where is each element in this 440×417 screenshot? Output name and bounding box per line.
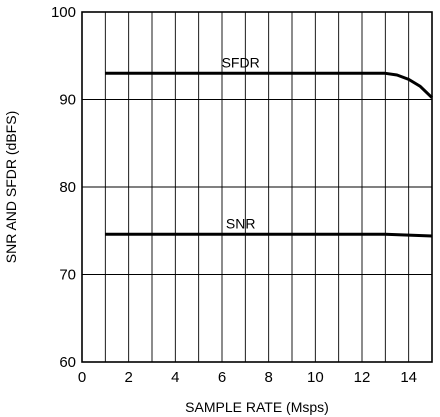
x-tick-label: 4 [171,369,179,386]
y-tick-label: 80 [59,179,76,196]
series-label-snr: SNR [226,215,256,231]
y-axis-title: SNR AND SFDR (dBFS) [3,111,19,263]
x-tick-label: 2 [124,369,132,386]
grid [82,12,432,362]
x-tick-label: 0 [78,369,86,386]
x-tick-label: 8 [264,369,272,386]
x-tick-label: 12 [354,369,371,386]
y-axis-ticks: 60 70 80 90 100 [51,4,76,371]
series-labels: SFDR SNR [222,54,260,231]
y-tick-label: 60 [59,354,76,371]
series-line-sfdr [105,71,434,99]
y-tick-label: 70 [59,267,76,284]
plot-frame [81,11,433,363]
y-tick-label: 100 [51,4,76,21]
series-label-sfdr: SFDR [222,54,260,70]
series-layer [105,71,434,238]
x-axis-title: SAMPLE RATE (Msps) [185,399,329,415]
series-line-snr [105,232,433,238]
x-axis-ticks: 0 2 4 6 8 10 12 14 [78,369,417,386]
x-tick-label: 6 [218,369,226,386]
y-tick-label: 90 [59,92,76,109]
x-tick-label: 14 [400,369,417,386]
x-tick-label: 10 [307,369,324,386]
